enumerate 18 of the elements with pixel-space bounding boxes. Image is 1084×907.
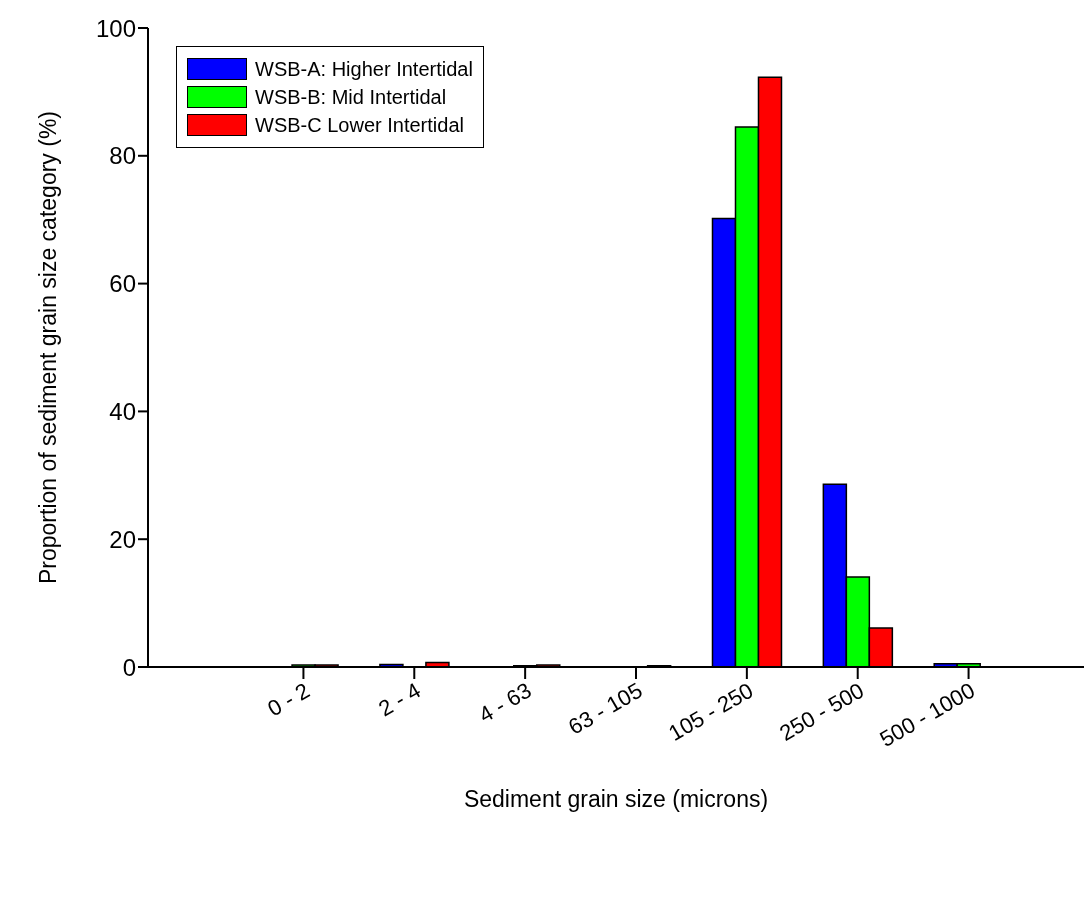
y-tick-label: 60 [109, 270, 136, 298]
y-tick-label: 0 [122, 653, 136, 681]
x-tick-label: 63 - 105 [564, 677, 647, 740]
x-tick-label: 4 - 63 [474, 677, 536, 728]
x-tick-label: 500 - 1000 [875, 677, 980, 752]
legend-label: WSB-B: Mid Intertidal [255, 85, 447, 109]
y-tick-label: 20 [109, 525, 136, 553]
legend-label: WSB-A: Higher Intertidal [255, 57, 473, 81]
y-tick-label: 40 [109, 397, 136, 425]
x-tick-label: 250 - 500 [775, 677, 869, 746]
legend-label: WSB-C Lower Intertidal [255, 113, 464, 137]
y-axis-title: Proportion of sediment grain size category (%) [35, 111, 62, 584]
x-axis-title: Sediment grain size (microns) [463, 786, 769, 812]
x-tick-label: 105 - 250 [664, 677, 758, 746]
y-tick-label: 80 [109, 142, 136, 170]
y-tick-label: 100 [95, 14, 136, 42]
x-tick-label: 2 - 4 [374, 677, 425, 722]
x-tick-label: 0 - 2 [263, 677, 314, 722]
